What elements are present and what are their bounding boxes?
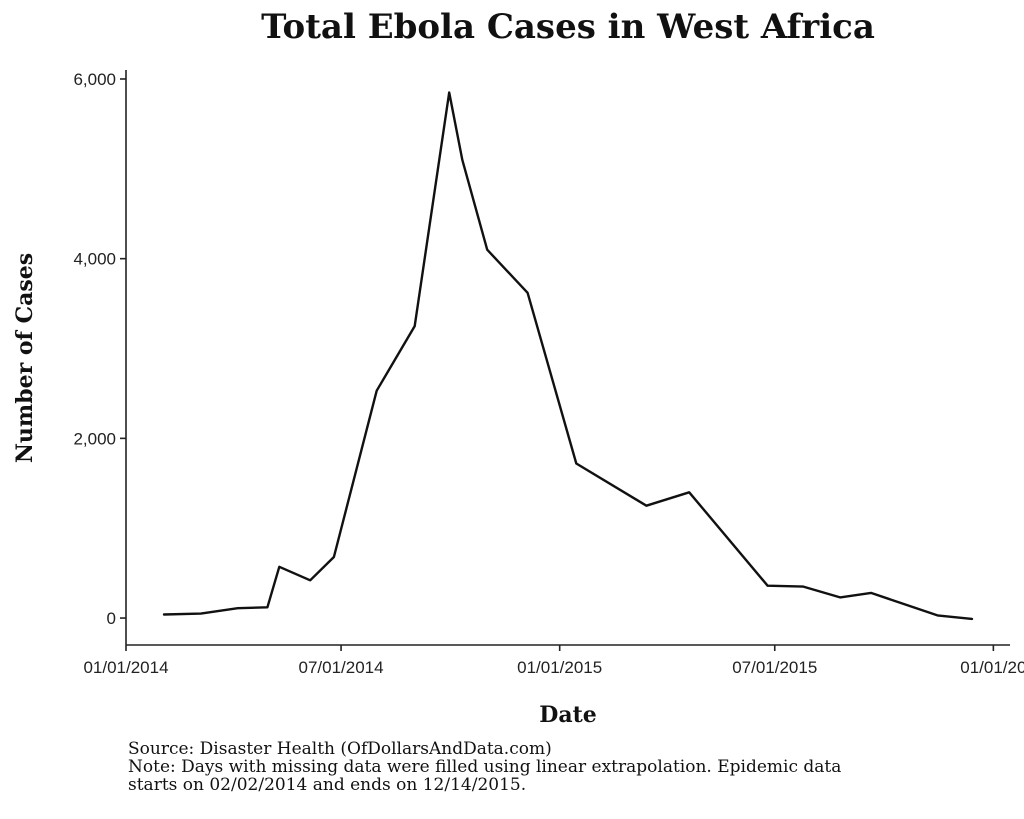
data-note: Note: Days with missing data were filled…: [128, 757, 842, 777]
data-note-continued: starts on 02/02/2014 and ends on 12/14/2…: [128, 775, 527, 795]
chart-title: Total Ebola Cases in West Africa: [261, 7, 875, 47]
chart-caption: Source: Disaster Health (OfDollarsAndDat…: [128, 740, 988, 794]
plot-area: 0 2,000 4,000 6,000 01/01/2014 07/01/2014 01/0…: [73, 70, 1024, 677]
y-axis-title: Number of Cases: [12, 253, 38, 463]
x-tick-label: 01/01/2014: [83, 658, 168, 677]
cases-series-line: [162, 91, 974, 621]
y-tick-label: 6,000: [73, 70, 116, 89]
x-tick-label: 07/01/2015: [732, 658, 817, 677]
y-tick-label: 0: [107, 609, 116, 628]
y-tick-label: 4,000: [73, 250, 116, 269]
x-axis-title: Date: [539, 702, 597, 728]
x-tick-label: 01/01/2015: [517, 658, 602, 677]
x-tick-label: 07/01/2014: [299, 658, 384, 677]
y-tick-label: 2,000: [73, 429, 116, 448]
source-note: Source: Disaster Health (OfDollarsAndDat…: [128, 739, 552, 759]
x-tick-label: 01/01/20: [960, 658, 1024, 677]
